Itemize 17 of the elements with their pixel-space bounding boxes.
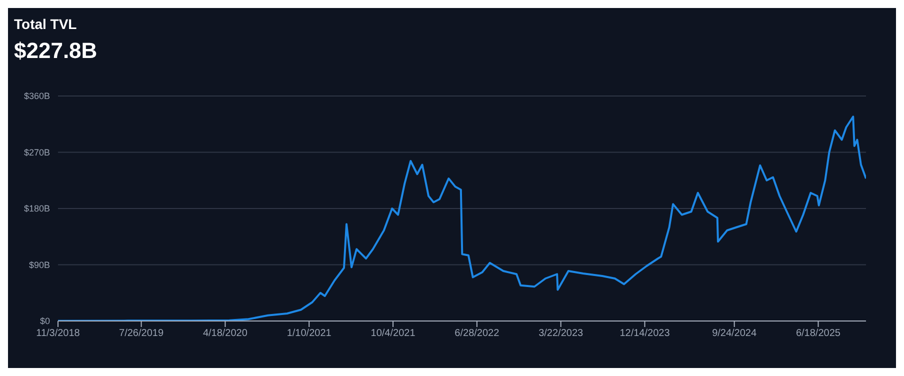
y-tick-label: $180B <box>24 204 50 214</box>
x-tick-label: 6/28/2022 <box>454 328 500 340</box>
x-tick-label: 3/22/2023 <box>538 328 584 340</box>
x-tick-label: 10/4/2021 <box>370 328 416 340</box>
y-tick-label: $0 <box>40 316 50 326</box>
y-tick-label: $360B <box>24 91 50 102</box>
x-tick-label: 1/10/2021 <box>286 328 332 340</box>
x-tick-label: 11/3/2018 <box>36 328 80 340</box>
y-tick-label: $90B <box>28 260 50 270</box>
x-tick-label: 7/26/2019 <box>119 328 164 340</box>
x-tick-label: 12/14/2023 <box>620 328 670 340</box>
x-tick-label: 6/18/2025 <box>796 328 841 340</box>
chart-title: Total TVL <box>14 16 77 32</box>
y-tick-label: $270B <box>24 147 50 158</box>
x-tick-label: 4/18/2020 <box>202 328 248 340</box>
x-tick-label: 9/24/2024 <box>712 328 757 340</box>
chart-subtitle: $227.8B <box>14 38 98 64</box>
